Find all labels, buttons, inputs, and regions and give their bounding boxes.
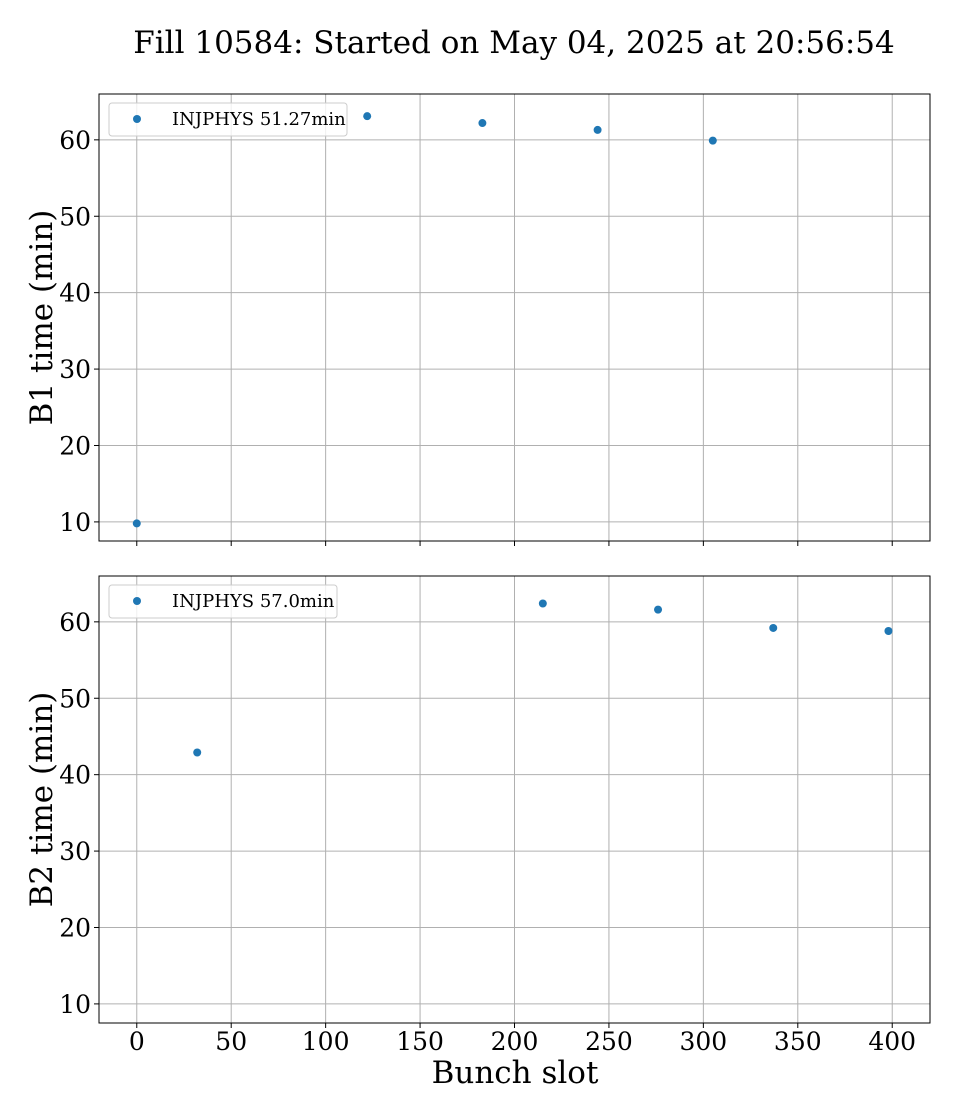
data-point-b2 (193, 748, 202, 757)
legend-label-b1: INJPHYS 51.27min (172, 109, 346, 130)
x-tick-label: 50 (215, 1027, 247, 1056)
data-point-b1 (593, 125, 602, 134)
y-tick-label-b2: 40 (59, 761, 91, 790)
data-point-b1 (132, 519, 141, 528)
y-tick-label-b1: 20 (59, 431, 91, 460)
y-tick-label-b1: 40 (59, 279, 91, 308)
x-tick-label: 350 (774, 1027, 822, 1056)
y-tick-label-b2: 50 (59, 684, 91, 713)
y-tick-label-b2: 30 (59, 837, 91, 866)
y-tick-label-b1: 50 (59, 202, 91, 231)
legend-box-b1 (108, 102, 348, 137)
x-tick-label: 300 (680, 1027, 728, 1056)
y-tick-label-b1: 30 (59, 355, 91, 384)
y-tick-label-b1: 10 (59, 508, 91, 537)
y-tick-label-b2: 10 (59, 990, 91, 1019)
data-point-b1 (363, 112, 372, 121)
data-point-b1 (708, 136, 717, 145)
legend-label-b2: INJPHYS 57.0min (172, 591, 335, 612)
x-axis-label: Bunch slot (432, 1055, 599, 1091)
y-axis-label-b2: B2 time (min) (24, 692, 60, 908)
x-tick-label: 250 (585, 1027, 633, 1056)
x-tick-label: 0 (129, 1027, 145, 1056)
panel-b1: B1 time (min) 10 20 30 40 50 60 INJPHYS 51.27m… (24, 93, 931, 546)
x-tick-label: 150 (396, 1027, 444, 1056)
y-tick-label-b2: 20 (59, 913, 91, 942)
panel-b2: B2 time (min) 10 20 30 40 50 60 0 50 100 150 200 25… (24, 575, 931, 1056)
y-tick-label-b2: 60 (59, 608, 91, 637)
legend-box-b2 (108, 584, 338, 619)
x-tick-label: 400 (868, 1027, 916, 1056)
data-point-b2 (769, 623, 778, 632)
data-point-b2 (654, 605, 663, 614)
data-point-b1 (478, 119, 487, 128)
data-point-b2 (884, 627, 893, 636)
x-tick-label: 200 (491, 1027, 539, 1056)
legend-marker-b1 (133, 115, 141, 123)
legend-marker-b2 (133, 597, 141, 605)
y-axis-label-b1: B1 time (min) (24, 210, 60, 426)
x-tick-label: 100 (302, 1027, 350, 1056)
y-tick-label-b1: 60 (59, 126, 91, 155)
chart-title: Fill 10584: Started on May 04, 2025 at 2… (133, 25, 895, 61)
data-point-b2 (538, 599, 547, 608)
